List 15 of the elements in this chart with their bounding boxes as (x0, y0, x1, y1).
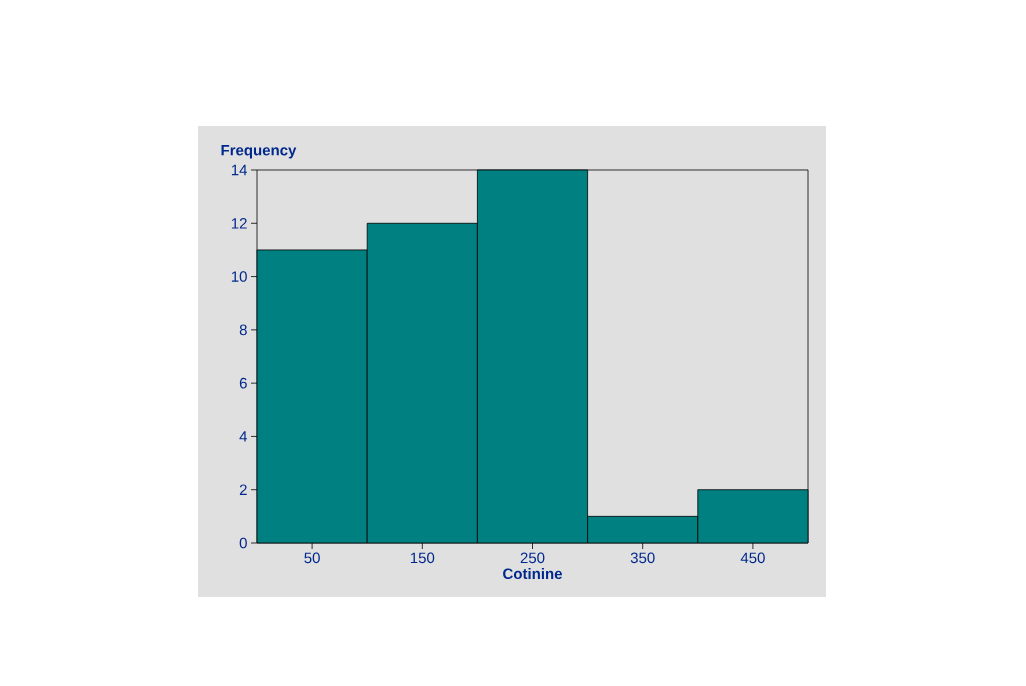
y-axis-title: Frequency (221, 145, 297, 159)
x-tick-label: 450 (740, 552, 765, 564)
x-tick-label: 150 (410, 552, 435, 564)
x-axis-title: Cotinine (503, 568, 562, 580)
y-tick-label: 10 (231, 271, 247, 282)
y-tick-label: 12 (231, 218, 247, 229)
x-tick-label: 50 (304, 552, 320, 564)
y-tick-label: 0 (239, 537, 247, 549)
x-tick-label: 250 (520, 552, 545, 564)
y-tick-label: 6 (239, 377, 247, 389)
x-tick-label: 350 (630, 552, 655, 564)
y-tick-label: 8 (239, 324, 247, 336)
y-tick-label: 14 (231, 164, 248, 176)
y-tick-label: 4 (239, 431, 248, 442)
y-tick-label: 2 (239, 484, 247, 495)
